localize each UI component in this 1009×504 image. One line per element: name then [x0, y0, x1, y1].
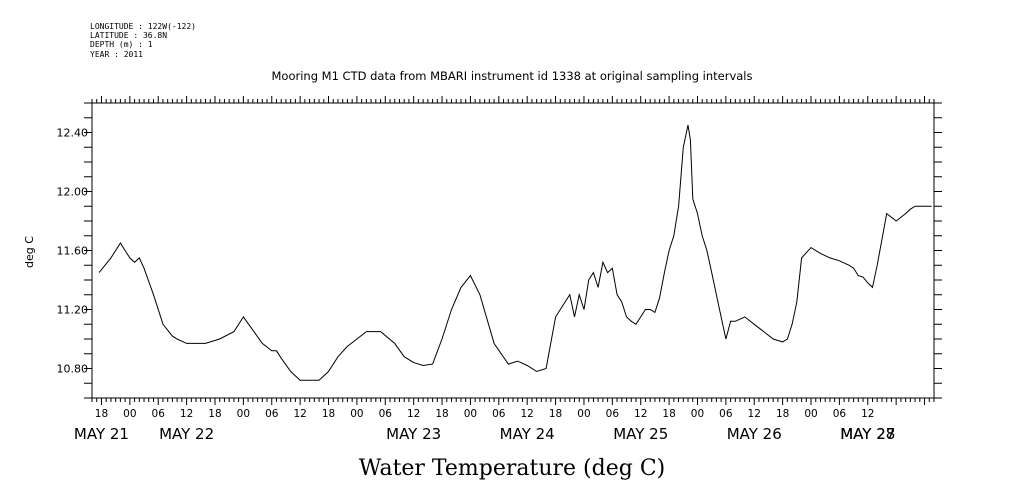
- x-hour-label: 06: [606, 408, 620, 420]
- x-day-label: MAY 22: [159, 425, 214, 443]
- x-hour-label: 12: [861, 408, 874, 420]
- y-tick-labels: 10.80 11.20 11.60 12.00 12.40: [57, 127, 89, 376]
- x-hour-label: 00: [350, 408, 363, 420]
- x-hour-label: 18: [208, 408, 221, 420]
- x-day-label: MAY 28: [840, 425, 895, 443]
- x-hour-label: 06: [379, 408, 393, 420]
- meta-line: LATITUDE : 36.8N: [90, 31, 167, 40]
- x-hour-label: 18: [662, 408, 675, 420]
- x-hour-label: 12: [748, 408, 761, 420]
- x-day-label: MAY 24: [500, 425, 555, 443]
- chart-title: Mooring M1 CTD data from MBARI instrumen…: [272, 69, 753, 83]
- axis-ticks: [84, 96, 942, 405]
- meta-line: DEPTH (m) : 1: [90, 40, 153, 49]
- x-hour-label: 12: [634, 408, 647, 420]
- x-hour-label: 18: [776, 408, 789, 420]
- x-hour-label: 18: [95, 408, 108, 420]
- x-hour-label: 00: [577, 408, 590, 420]
- x-hour-label: 00: [691, 408, 704, 420]
- x-hour-label: 06: [719, 408, 733, 420]
- y-tick-label: 11.20: [57, 304, 89, 317]
- chart-caption: Water Temperature (deg C): [359, 456, 666, 481]
- x-hour-label: 18: [435, 408, 448, 420]
- y-axis-label: deg C: [23, 236, 36, 268]
- x-hour-labels: 18 00 06 12 18 00 06 12 18 00 06 12 18 00 06 12 18 00 06 12…: [95, 408, 875, 420]
- x-hour-label: 00: [237, 408, 250, 420]
- y-tick-label: 12.00: [57, 186, 89, 199]
- x-hour-label: 06: [833, 408, 847, 420]
- meta-line: YEAR : 2011: [90, 50, 143, 59]
- x-day-label: MAY 26: [727, 425, 782, 443]
- x-day-label: MAY 25: [613, 425, 668, 443]
- x-day-label: MAY 23: [386, 425, 441, 443]
- x-hour-label: 00: [804, 408, 817, 420]
- x-day-labels: MAY 21 MAY 22 MAY 23 MAY 24 MAY 25 MAY 26 MAY …: [74, 425, 895, 443]
- x-hour-label: 18: [549, 408, 562, 420]
- x-hour-label: 06: [265, 408, 279, 420]
- x-hour-label: 12: [521, 408, 534, 420]
- x-hour-label: 00: [123, 408, 136, 420]
- y-tick-label: 12.40: [57, 127, 89, 140]
- y-tick-label: 11.60: [57, 245, 89, 258]
- meta-line: LONGITUDE : 122W(-122): [90, 22, 196, 31]
- x-hour-label: 06: [492, 408, 506, 420]
- x-hour-label: 12: [293, 408, 306, 420]
- y-tick-label: 10.80: [57, 363, 89, 376]
- x-hour-label: 18: [322, 408, 335, 420]
- x-day-label: MAY 21: [74, 425, 129, 443]
- series-line: [98, 124, 932, 381]
- x-hour-label: 00: [464, 408, 477, 420]
- x-day-label: MAY 27: [840, 425, 895, 443]
- x-hour-label: 12: [180, 408, 193, 420]
- x-hour-label: 06: [152, 408, 166, 420]
- x-hour-label: 12: [407, 408, 420, 420]
